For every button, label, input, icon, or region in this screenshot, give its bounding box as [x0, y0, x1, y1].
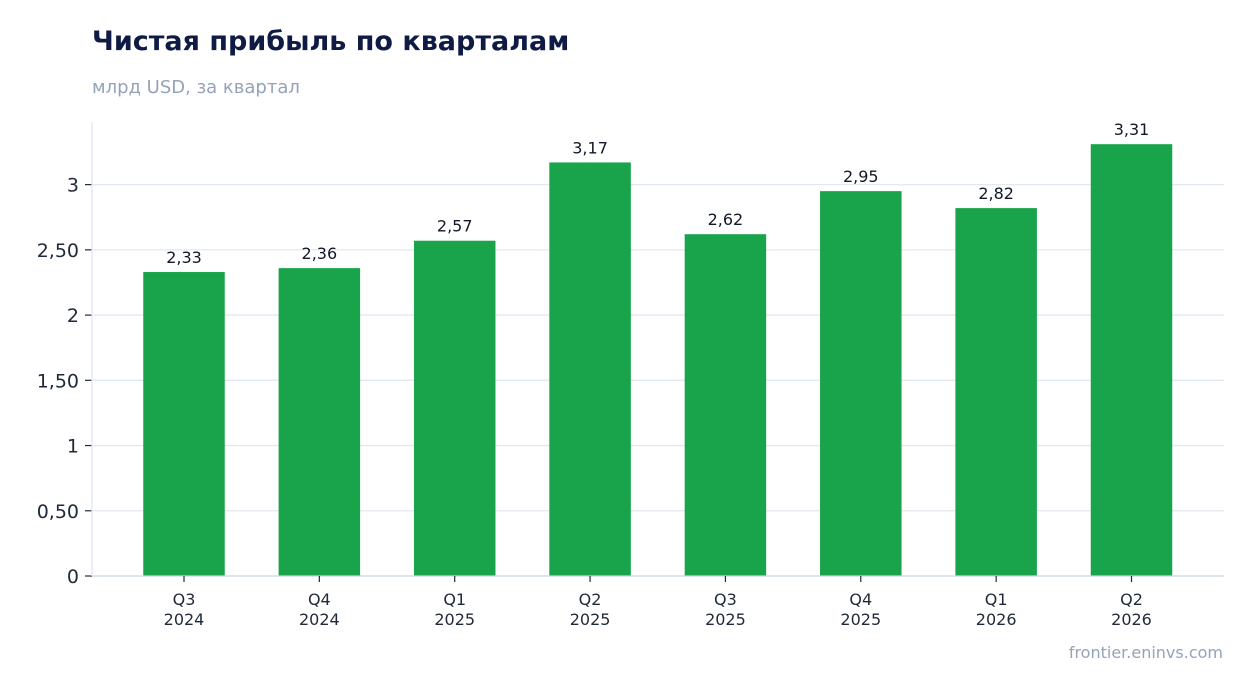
labels: 00,5011,5022,5032,33Q320242,36Q420242,57… — [37, 120, 1152, 629]
bar — [684, 234, 767, 576]
x-tick-label-year: 2026 — [976, 610, 1017, 629]
x-tick-label-year: 2025 — [705, 610, 746, 629]
chart-title: Чистая прибыль по кварталам — [92, 26, 570, 57]
x-tick-label-quarter: Q3 — [714, 590, 737, 609]
source-credit: frontier.eninvs.com — [1068, 643, 1223, 662]
data-label: 2,33 — [166, 248, 202, 267]
y-tick-label: 3 — [67, 175, 79, 197]
data-label: 3,31 — [1114, 120, 1150, 139]
y-tick-label: 2 — [67, 305, 79, 327]
bar — [1090, 144, 1173, 576]
x-tick-label-quarter: Q4 — [308, 590, 331, 609]
data-label: 3,17 — [572, 138, 608, 157]
x-tick-label-quarter: Q3 — [173, 590, 196, 609]
x-tick-label-quarter: Q2 — [579, 590, 602, 609]
data-label: 2,62 — [708, 210, 744, 229]
y-tick-label: 2,50 — [37, 240, 79, 262]
data-label: 2,82 — [978, 184, 1014, 203]
x-tick-label-quarter: Q2 — [1120, 590, 1143, 609]
x-tick-label-quarter: Q1 — [443, 590, 466, 609]
data-label: 2,95 — [843, 167, 879, 186]
bar — [549, 162, 631, 576]
x-tick-label-quarter: Q1 — [985, 590, 1008, 609]
y-tick-label: 1,50 — [37, 370, 79, 392]
data-label: 2,36 — [302, 244, 338, 263]
chart-subtitle: млрд USD, за квартал — [92, 77, 300, 98]
bar — [143, 272, 225, 576]
grid-lines — [92, 183, 1224, 512]
bar — [413, 240, 496, 576]
bar — [278, 268, 361, 576]
x-tick-label-year: 2025 — [840, 610, 881, 629]
x-tick-label-year: 2025 — [434, 610, 475, 629]
x-tick-label-year: 2024 — [299, 610, 340, 629]
y-tick-label: 0 — [67, 566, 79, 588]
bars — [143, 144, 1173, 576]
bar — [820, 191, 902, 576]
axes — [85, 122, 1224, 582]
x-tick-label-year: 2024 — [164, 610, 205, 629]
x-tick-label-year: 2026 — [1111, 610, 1152, 629]
x-tick-label-year: 2025 — [570, 610, 611, 629]
y-tick-label: 0,50 — [37, 501, 79, 523]
data-label: 2,57 — [437, 217, 473, 236]
y-tick-label: 1 — [67, 436, 79, 458]
x-tick-label-quarter: Q4 — [849, 590, 872, 609]
bar — [955, 208, 1037, 576]
